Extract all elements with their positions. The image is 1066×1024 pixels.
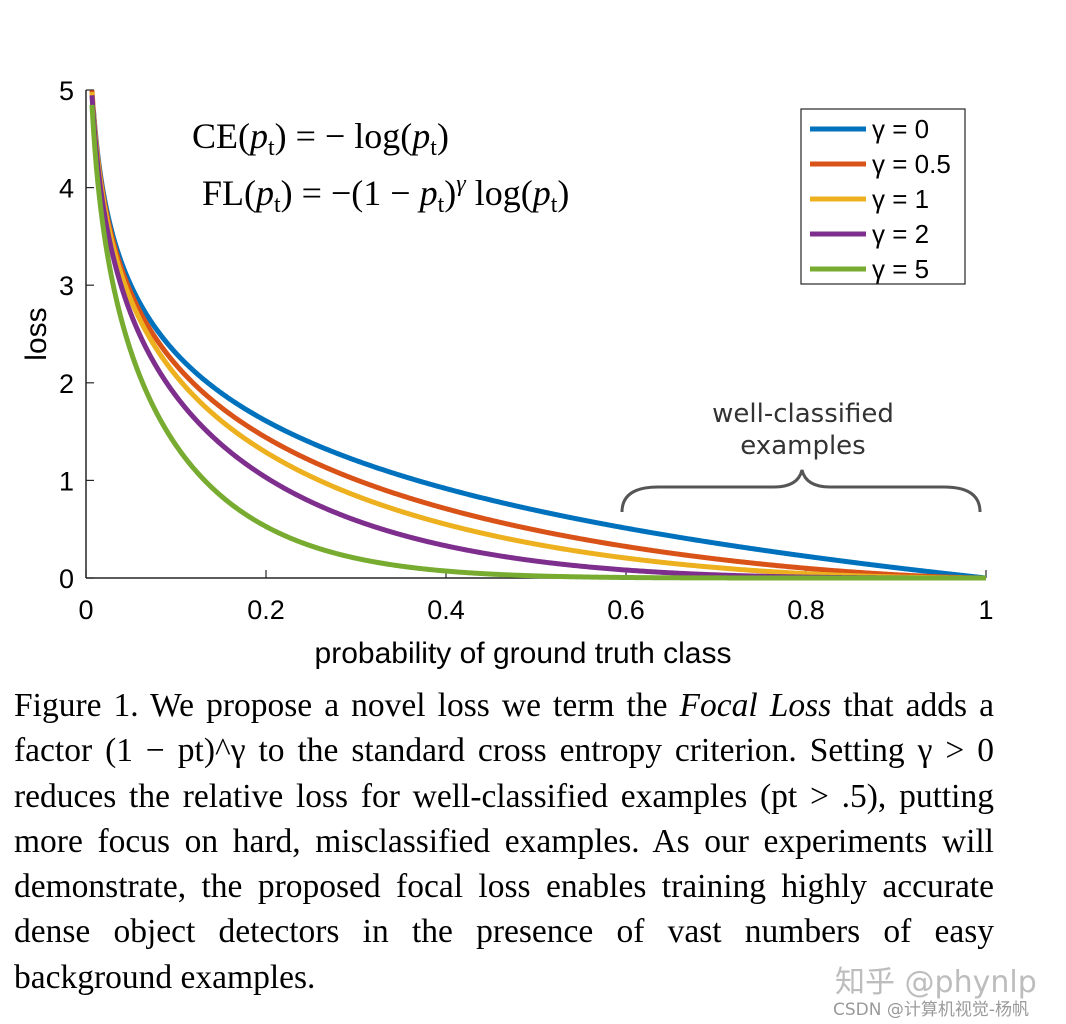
csdn-watermark: CSDN @计算机视觉-杨帆 [833,1000,1030,1020]
ce-equation: CE(pt) = − log(pt) [192,116,449,161]
x-tick-label: 0 [78,595,93,625]
x-axis-title: probability of ground truth class [315,637,732,670]
legend-label: γ = 5 [872,254,929,284]
focal-loss-chart: 0 0.2 0.4 0.6 0.8 1 0 1 2 3 4 5 loss probability of… [20,76,994,670]
x-tick-label: 0.2 [247,595,285,625]
zhihu-watermark: 知乎 @phynlp [835,965,1037,1000]
y-tick-label: 2 [59,369,74,399]
x-tick-label: 0.4 [427,595,465,625]
caption-text-2: that adds a factor (1 − pt)^γ to the sta… [14,687,995,996]
legend-label: γ = 1 [872,184,929,214]
brace-label-line1: well-classified [712,399,894,429]
legend-label: γ = 0.5 [872,149,951,179]
figure-caption: Figure 1. We propose a novel loss we ter… [14,683,994,1000]
caption-text-1: We propose a novel loss we term the [150,687,668,724]
y-tick-label: 4 [59,174,74,204]
brace-label-line2: examples [740,431,865,461]
series-lines [89,90,988,581]
x-tick-label: 1 [978,595,993,625]
caption-emphasis: Focal Loss [679,687,832,724]
legend: γ = 0 γ = 0.5 γ = 1 γ = 2 γ = 5 [810,114,951,284]
axis-ticks: 0 0.2 0.4 0.6 0.8 1 0 1 2 3 4 5 [59,76,994,625]
y-tick-label: 3 [59,271,74,301]
legend-label: γ = 2 [872,219,929,249]
caption-figure-label: Figure 1. [14,687,139,724]
y-tick-label: 5 [59,76,74,106]
series-line-gamma-0 [90,110,988,581]
well-classified-brace [620,469,982,513]
series-line-gamma-0-5 [89,90,988,581]
x-tick-label: 0.8 [787,595,825,625]
y-axis-title: loss [20,307,53,360]
y-tick-label: 0 [59,564,74,594]
legend-label: γ = 0 [872,114,929,144]
y-tick-label: 1 [59,466,74,496]
fl-equation: FL(pt) = −(1 − pt)γ log(pt) [202,171,569,218]
series-line-gamma-5 [89,104,988,581]
x-tick-label: 0.6 [607,595,645,625]
